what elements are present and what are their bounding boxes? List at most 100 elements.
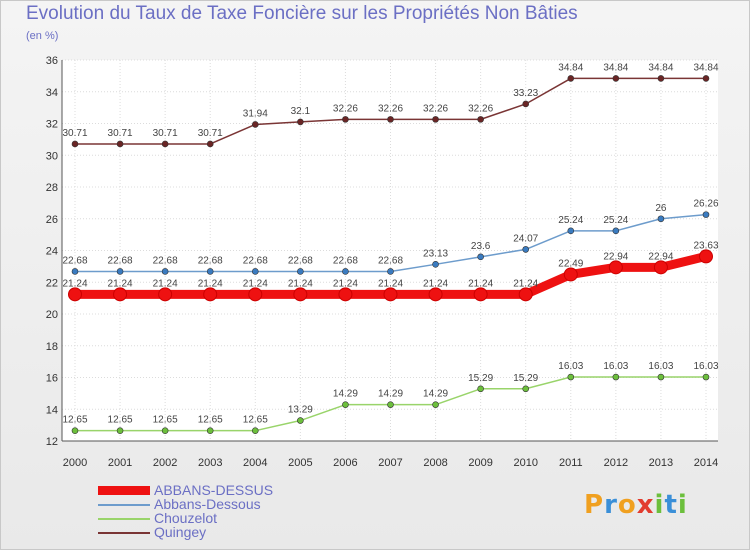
data-point-chouzelot — [342, 401, 349, 408]
x-tick-label: 2008 — [423, 457, 447, 469]
data-point-quingey — [567, 75, 575, 82]
data-label: 22.68 — [62, 255, 87, 266]
data-label: 32.26 — [423, 103, 448, 114]
data-point-quingey — [297, 118, 304, 126]
y-tick-label: 34 — [46, 87, 58, 99]
data-point-chouzelot — [657, 373, 665, 381]
data-label: 22.68 — [333, 255, 358, 266]
y-tick-label: 18 — [46, 341, 58, 353]
data-label: 21.24 — [378, 278, 403, 289]
data-label: 21.24 — [153, 278, 178, 289]
data-label: 12.65 — [62, 415, 87, 426]
y-tick-label: 16 — [46, 373, 58, 385]
data-label: 21.24 — [243, 278, 268, 289]
data-label: 22.68 — [108, 255, 133, 266]
legend-swatch-abbans-dessous — [98, 504, 150, 506]
data-label: 21.24 — [423, 278, 448, 289]
data-label: 21.24 — [468, 278, 493, 289]
data-label: 34.84 — [693, 62, 718, 73]
data-point-chouzelot — [567, 373, 575, 381]
data-label: 16.03 — [693, 361, 718, 372]
data-label: 15.29 — [468, 373, 493, 384]
logo-letter: i — [677, 490, 688, 520]
data-label: 24.07 — [513, 233, 538, 244]
data-label: 21.24 — [333, 278, 358, 289]
data-point-chouzelot — [71, 427, 79, 434]
data-label: 31.94 — [243, 108, 268, 119]
data-label: 26.26 — [693, 199, 718, 210]
legend-swatch-chouzelot — [98, 518, 150, 520]
data-point-abbans-dessous — [342, 268, 349, 275]
data-point-chouzelot — [387, 401, 394, 408]
data-label: 21.24 — [198, 278, 223, 289]
y-tick-label: 14 — [46, 404, 58, 416]
data-point-abbans-dessus — [158, 287, 173, 302]
data-label: 12.65 — [243, 415, 268, 426]
data-label: 30.71 — [62, 128, 87, 139]
data-label: 32.26 — [468, 103, 493, 114]
data-point-abbans-dessous — [432, 261, 439, 268]
data-point-quingey — [702, 75, 710, 82]
x-tick-label: 2009 — [468, 457, 492, 469]
data-point-quingey — [342, 116, 349, 123]
data-point-quingey — [612, 75, 620, 82]
data-label: 25.24 — [558, 215, 583, 226]
data-label: 32.1 — [291, 106, 311, 117]
y-axis-unit: (en %) — [26, 30, 59, 42]
legend-label: Quingey — [154, 524, 207, 540]
data-point-chouzelot — [702, 373, 710, 381]
data-point-abbans-dessous — [567, 227, 575, 235]
data-point-abbans-dessous — [161, 268, 169, 275]
data-label: 12.65 — [198, 415, 223, 426]
logo-letter: t — [664, 490, 678, 520]
data-label: 21.24 — [288, 278, 313, 289]
data-label: 12.65 — [153, 415, 178, 426]
data-label: 23.63 — [693, 240, 718, 251]
y-tick-label: 12 — [46, 436, 58, 448]
y-tick-label: 30 — [46, 150, 58, 162]
data-label: 33.23 — [513, 88, 538, 99]
data-point-abbans-dessous — [657, 215, 665, 223]
data-point-quingey — [387, 116, 394, 123]
data-label: 26 — [655, 203, 667, 214]
data-label: 32.26 — [378, 103, 403, 114]
y-tick-label: 22 — [46, 277, 58, 289]
data-label: 30.71 — [153, 128, 178, 139]
data-label: 14.29 — [333, 389, 358, 400]
data-label: 14.29 — [378, 389, 403, 400]
data-point-chouzelot — [206, 427, 214, 434]
data-label: 22.68 — [288, 255, 313, 266]
x-tick-label: 2001 — [108, 457, 132, 469]
data-point-quingey — [657, 75, 665, 82]
data-point-chouzelot — [116, 427, 124, 434]
x-tick-label: 2012 — [604, 457, 628, 469]
x-tick-label: 2000 — [63, 457, 87, 469]
data-label: 32.26 — [333, 103, 358, 114]
logo-letter: P — [584, 490, 605, 520]
data-label: 30.71 — [108, 128, 133, 139]
data-point-chouzelot — [432, 401, 439, 408]
data-point-abbans-dessus — [699, 249, 713, 264]
data-point-quingey — [251, 121, 259, 128]
data-point-abbans-dessous — [297, 268, 304, 275]
x-tick-label: 2010 — [513, 457, 537, 469]
data-point-abbans-dessous — [116, 268, 124, 275]
x-tick-label: 2013 — [649, 457, 673, 469]
legend-label: Abbans-Dessous — [154, 496, 261, 512]
x-tick-label: 2005 — [288, 457, 312, 469]
data-point-abbans-dessus — [428, 287, 443, 302]
data-label: 34.84 — [558, 62, 583, 73]
data-point-chouzelot — [161, 427, 169, 434]
data-point-abbans-dessous — [387, 268, 394, 275]
data-point-abbans-dessus — [563, 267, 578, 282]
logo-letter: i — [654, 490, 665, 520]
data-point-abbans-dessus — [203, 287, 218, 302]
x-tick-label: 2004 — [243, 457, 267, 469]
data-label: 34.84 — [648, 62, 673, 73]
data-label: 22.68 — [243, 255, 268, 266]
y-tick-label: 28 — [46, 182, 58, 194]
data-point-abbans-dessus — [68, 287, 82, 302]
legend-swatch-quingey — [98, 532, 150, 534]
x-tick-label: 2014 — [694, 457, 718, 469]
